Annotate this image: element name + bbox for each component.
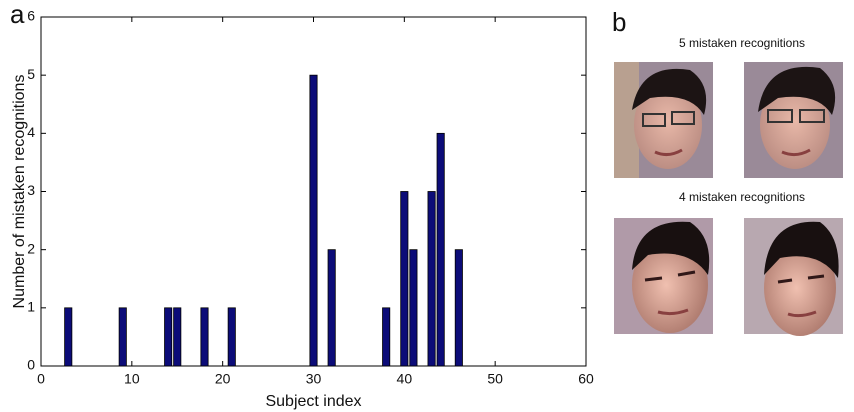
bar [400, 191, 409, 367]
bar [200, 307, 209, 367]
face-image [744, 218, 843, 336]
panel-label: b [612, 7, 626, 37]
y-tick-label: 3 [27, 182, 35, 198]
y-tick-label: 4 [27, 124, 35, 140]
face-image [614, 218, 713, 334]
face-image [744, 62, 843, 178]
x-tick-label: 10 [124, 371, 140, 387]
bar [64, 307, 73, 367]
bar [309, 74, 318, 367]
bar [409, 249, 418, 367]
bar [427, 191, 436, 367]
x-tick-label: 40 [397, 371, 413, 387]
bar [382, 307, 391, 367]
y-axis-label: Number of mistaken recognitions [11, 75, 28, 309]
x-tick-label: 0 [37, 371, 45, 387]
x-tick-label: 20 [215, 371, 231, 387]
x-axis-label: Subject index [265, 393, 361, 410]
y-tick-label: 1 [27, 299, 35, 315]
y-tick-label: 6 [27, 8, 35, 24]
y-tick-label: 0 [27, 357, 35, 373]
bar [436, 132, 445, 367]
bar [164, 307, 173, 367]
x-tick-label: 60 [578, 371, 594, 387]
x-tick-label: 50 [487, 371, 503, 387]
bar [173, 307, 182, 367]
bar [327, 249, 336, 367]
face-image [614, 62, 713, 178]
caption: 5 mistaken recognitions [679, 36, 805, 50]
bar [227, 307, 236, 367]
bar [454, 249, 463, 367]
bar [118, 307, 127, 367]
y-tick-label: 2 [27, 240, 35, 256]
panel-label: a [10, 0, 25, 29]
x-tick-label: 30 [306, 371, 322, 387]
y-tick-label: 5 [27, 66, 35, 82]
caption: 4 mistaken recognitions [679, 190, 805, 204]
